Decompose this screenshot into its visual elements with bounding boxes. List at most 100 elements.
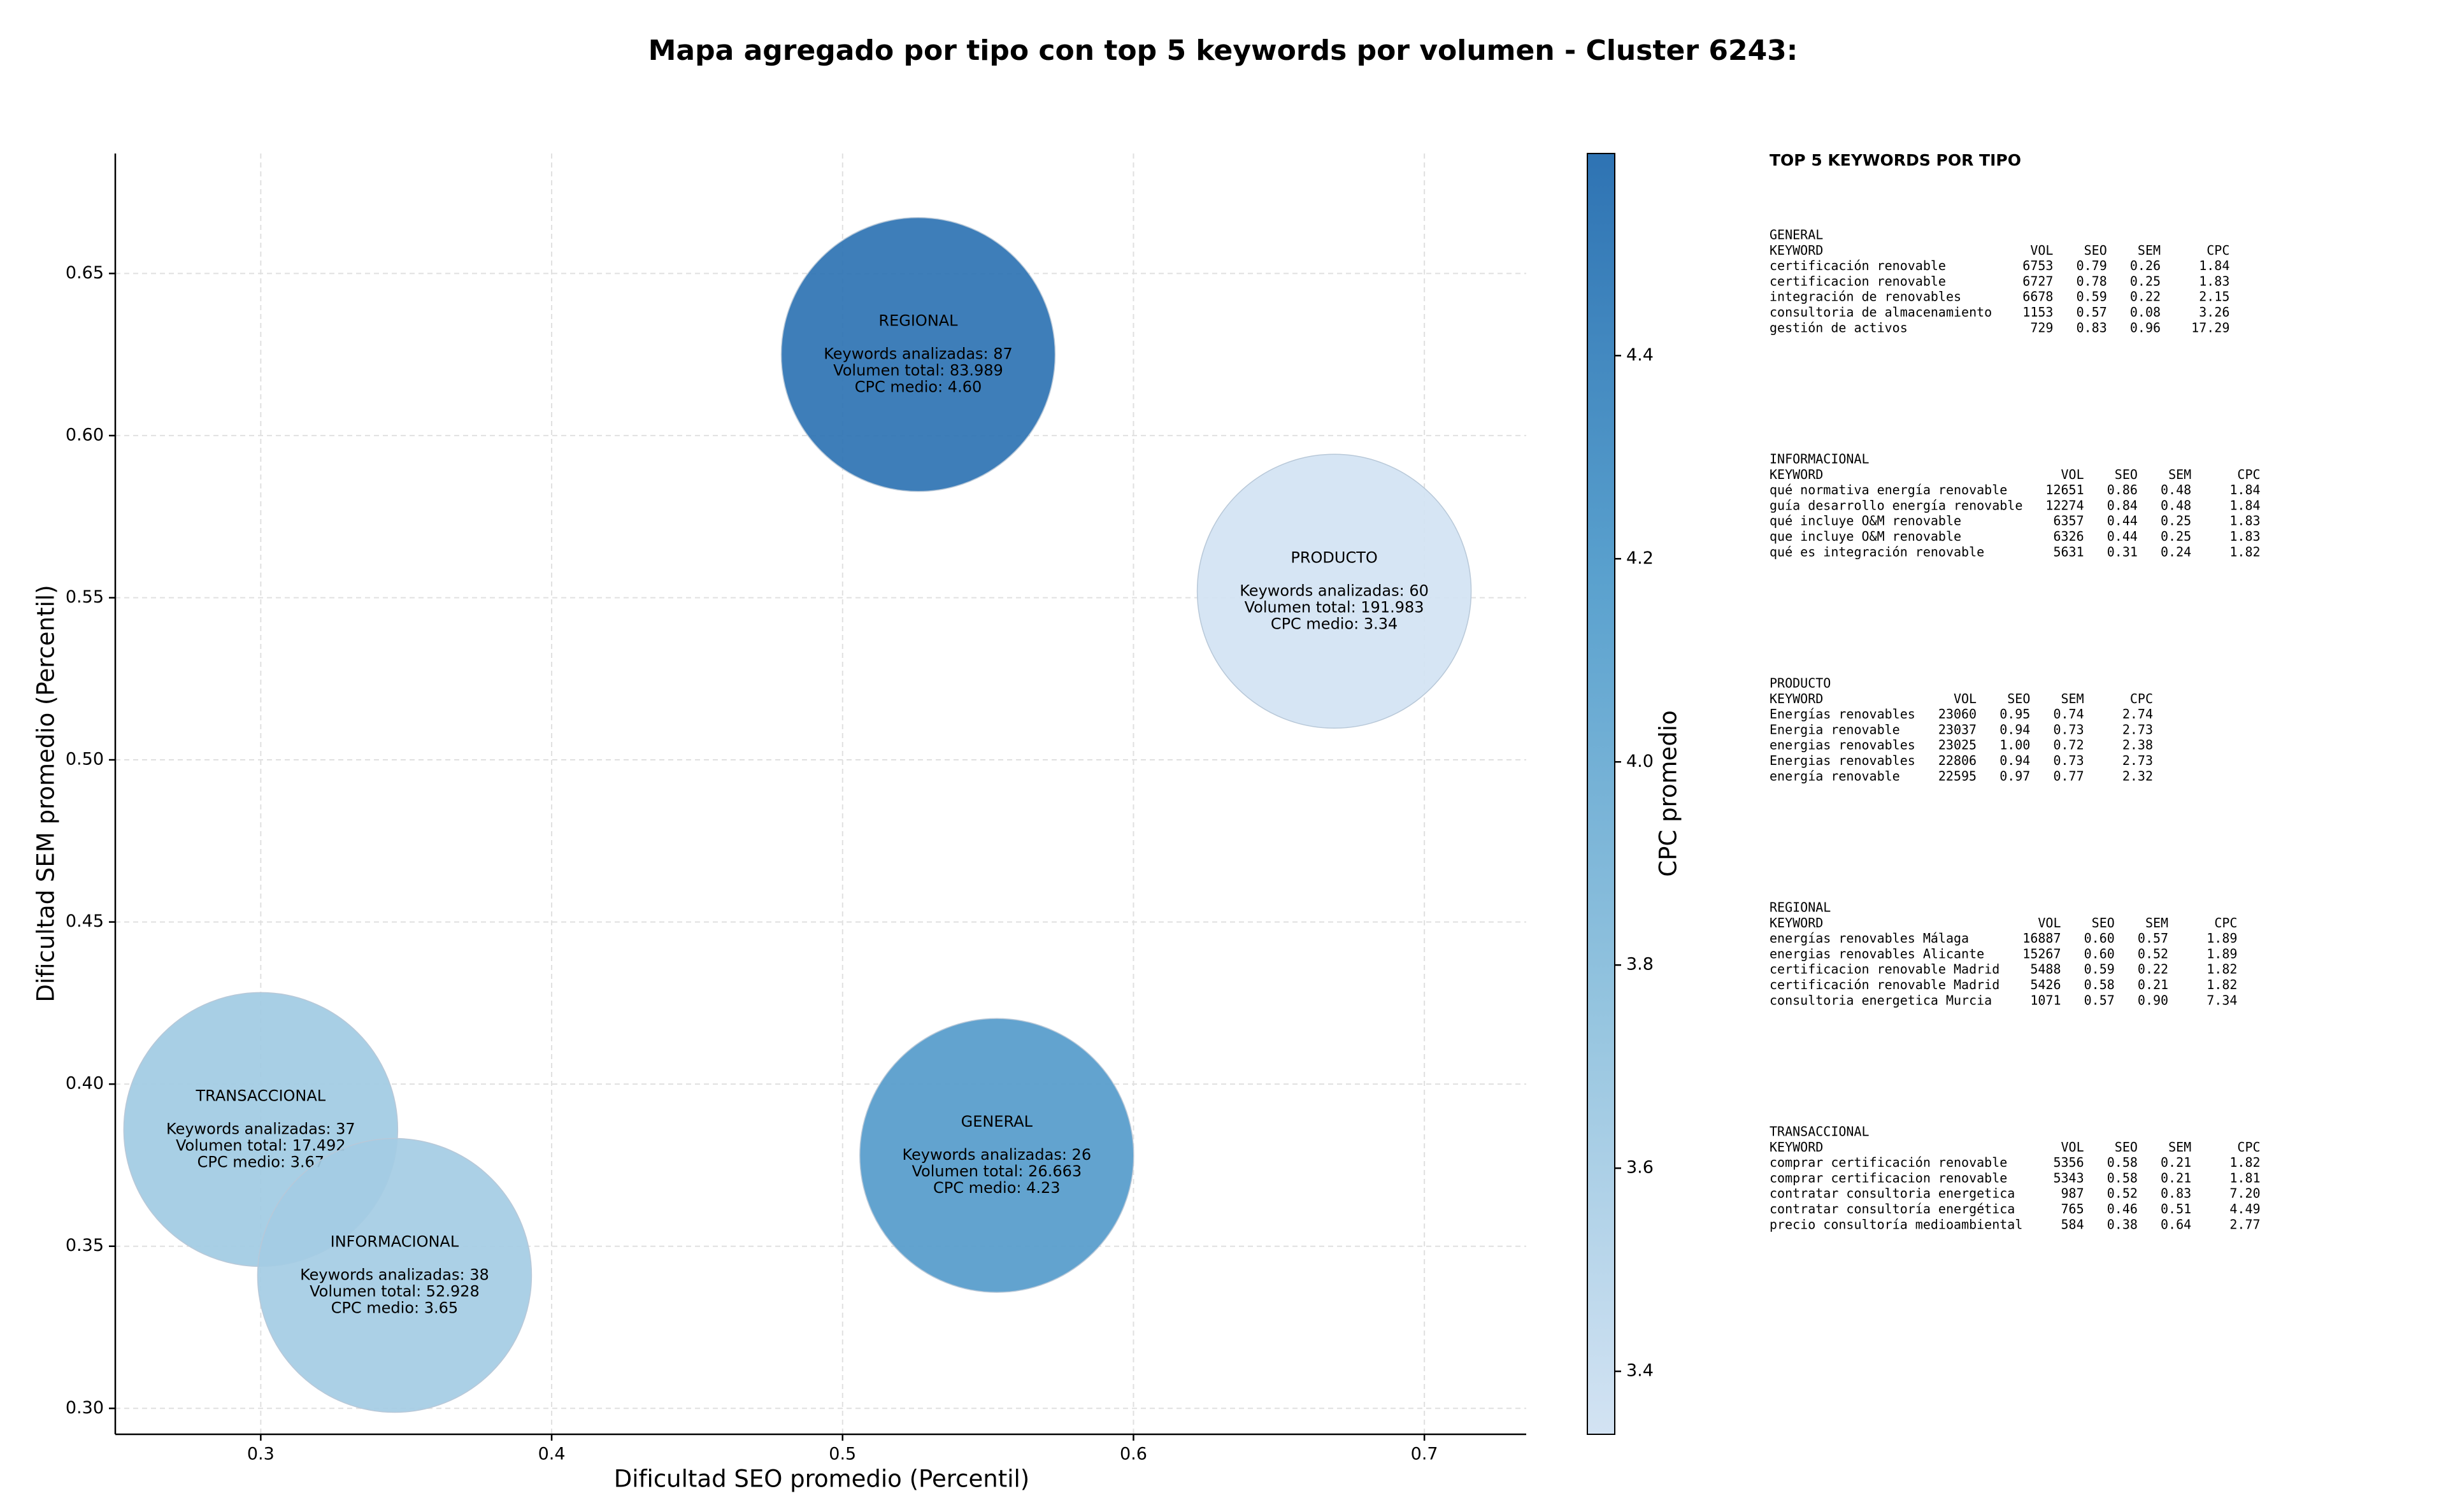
table-cell: 1.89 (2206, 946, 2237, 961)
table-cell: energía renovable (1770, 768, 1900, 783)
bubble-label: Keywords analizadas: 60 (1240, 581, 1429, 599)
table-cell: 2.73 (2122, 753, 2153, 768)
table-cell: 1.81 (2229, 1170, 2260, 1185)
colorbar-tick-label: 3.4 (1626, 1361, 1654, 1381)
chart-title: Mapa agregado por tipo con top 5 keyword… (648, 34, 1798, 67)
table-cell: contratar consultoría energética (1770, 1201, 2015, 1216)
table-cell: 0.21 (2161, 1155, 2191, 1170)
y-tick-label: 0.50 (66, 750, 104, 769)
table-cell: 1.82 (2229, 1155, 2260, 1170)
bubble-name: PRODUCTO (1291, 548, 1377, 566)
table-cell: 0.64 (2161, 1216, 2191, 1232)
x-tick-label: 0.4 (538, 1444, 566, 1464)
bubble-label: CPC medio: 4.60 (855, 378, 982, 396)
table-cell: 23025 (1938, 738, 1977, 753)
table-cell: 22806 (1938, 753, 1977, 768)
table-header: SEM (2145, 915, 2168, 931)
bubble-name: TRANSACCIONAL (196, 1087, 326, 1104)
table-cell: 0.57 (2077, 304, 2107, 320)
table-cell: integración de renovables (1770, 289, 1961, 304)
table-cell: 1.84 (2229, 482, 2260, 497)
table-cell: 0.48 (2161, 482, 2191, 497)
x-tick-label: 0.7 (1411, 1444, 1438, 1464)
table-header: VOL (2038, 915, 2061, 931)
bubble (1196, 453, 1472, 729)
colorbar-tick-label: 3.8 (1626, 955, 1654, 974)
table-cell: 1.89 (2206, 931, 2237, 946)
bubble-label: Volumen total: 52.928 (310, 1283, 480, 1301)
colorbar-tick-label: 4.4 (1626, 345, 1654, 365)
table-cell: 0.83 (2161, 1186, 2191, 1201)
table-cell: Energías renovables (1770, 706, 1915, 722)
table-cell: 1.84 (2199, 258, 2229, 273)
table-cell: certificación renovable (1770, 258, 1946, 273)
bubble (859, 1018, 1134, 1293)
table-cell: 1.83 (2199, 273, 2229, 289)
table-cell: 2.74 (2122, 706, 2153, 722)
table-header: KEYWORD (1770, 915, 1823, 931)
table-cell: que incluye O&M renovable (1770, 529, 1961, 544)
table-cell: 0.26 (2130, 258, 2161, 273)
table-header: KEYWORD (1770, 467, 1823, 482)
table-cell: 1.82 (2206, 962, 2237, 977)
y-tick-label: 0.45 (66, 911, 104, 931)
table-cell: 0.58 (2107, 1155, 2138, 1170)
y-tick-label: 0.60 (66, 425, 104, 445)
table-cell: 0.74 (2053, 706, 2084, 722)
table-cell: 1.83 (2229, 513, 2260, 529)
y-tick-label: 0.65 (66, 263, 104, 283)
table-cell: 2.15 (2199, 289, 2229, 304)
table-cell: 0.52 (2138, 946, 2168, 961)
table-cell: 0.57 (2138, 931, 2168, 946)
table-cell: certificacion renovable (1770, 273, 1946, 289)
table-header: VOL (1954, 691, 1977, 706)
table-cell: 0.48 (2161, 497, 2191, 513)
table-cell: 22595 (1938, 768, 1977, 783)
table-cell: 6727 (2022, 273, 2053, 289)
table-cell: 765 (2061, 1201, 2084, 1216)
table-cell: 6753 (2022, 258, 2053, 273)
table-cell: 0.51 (2161, 1201, 2191, 1216)
table-cell: 0.44 (2107, 529, 2138, 544)
group-name: REGIONAL (1770, 900, 1831, 915)
bubble-label: Volumen total: 191.983 (1245, 598, 1424, 616)
table-cell: certificación renovable Madrid (1770, 977, 1999, 992)
table-cell: 0.25 (2161, 529, 2191, 544)
table-cell: 23037 (1938, 722, 1977, 737)
table-cell: 0.22 (2130, 289, 2161, 304)
bubble-label: CPC medio: 4.23 (933, 1179, 1061, 1197)
table-cell: 1.82 (2229, 544, 2260, 559)
table-cell: certificacion renovable Madrid (1770, 962, 1999, 977)
table-cell: 0.46 (2107, 1201, 2138, 1216)
table-cell: 0.59 (2077, 289, 2107, 304)
bubble-label: Volumen total: 17.492 (176, 1136, 346, 1154)
table-cell: 987 (2061, 1186, 2084, 1201)
table-header: KEYWORD (1770, 1139, 1823, 1155)
table-cell: 0.60 (2084, 931, 2115, 946)
table-cell: 0.60 (2084, 946, 2115, 961)
table-cell: 3.26 (2199, 304, 2229, 320)
table-cell: 0.73 (2053, 722, 2084, 737)
bubble-label: Keywords analizadas: 26 (902, 1146, 1091, 1164)
table-cell: 12651 (2045, 482, 2084, 497)
y-tick-label: 0.35 (66, 1236, 104, 1255)
table-cell: 0.58 (2107, 1170, 2138, 1185)
colorbar (1587, 153, 1615, 1435)
group-name: GENERAL (1770, 227, 1823, 243)
bubble-label: Keywords analizadas: 87 (824, 345, 1013, 363)
table-cell: 0.52 (2107, 1186, 2138, 1201)
table-cell: 729 (2030, 320, 2053, 335)
x-tick-label: 0.6 (1120, 1444, 1147, 1464)
table-cell: 584 (2061, 1216, 2084, 1232)
table-cell: 0.94 (1999, 722, 2030, 737)
table-cell: 0.38 (2107, 1216, 2138, 1232)
table-cell: 4.49 (2229, 1201, 2260, 1216)
table-cell: 5488 (2030, 962, 2061, 977)
table-cell: 2.38 (2122, 738, 2153, 753)
table-cell: consultoria de almacenamiento (1770, 304, 1992, 320)
table-cell: 6357 (2053, 513, 2084, 529)
table-header: SEM (2168, 1139, 2191, 1155)
table-cell: 23060 (1938, 706, 1977, 722)
table-cell: qué normativa energía renovable (1770, 482, 2007, 497)
table-cell: 0.94 (1999, 753, 2030, 768)
